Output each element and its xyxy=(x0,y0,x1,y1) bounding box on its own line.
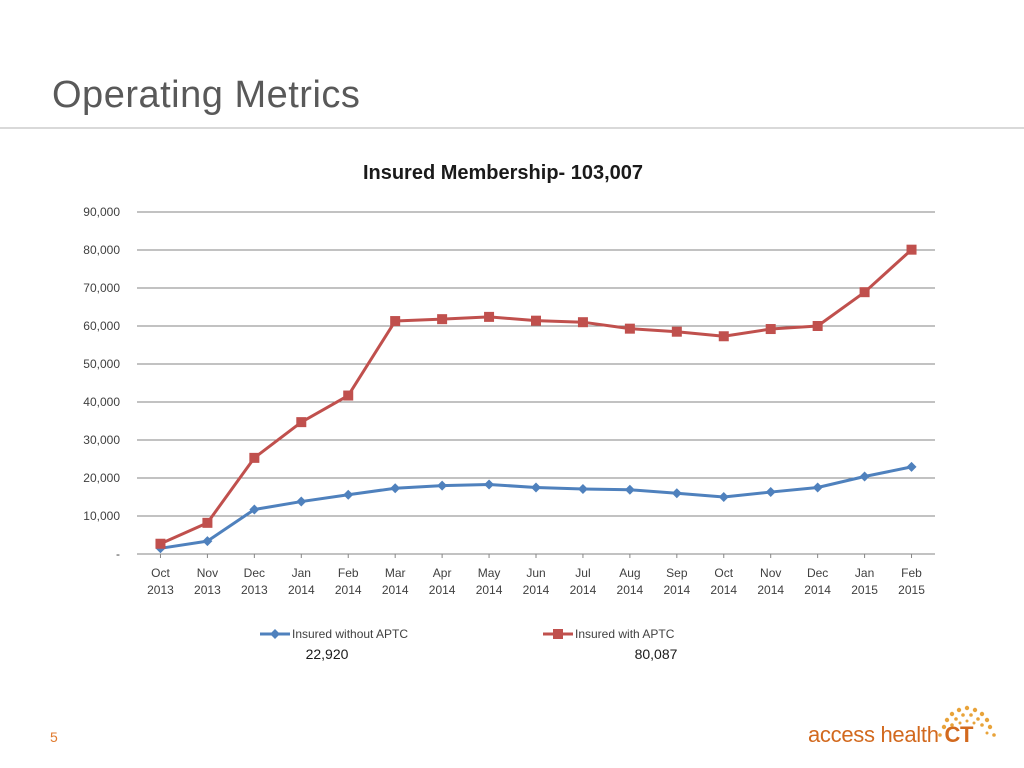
x-tick-label-year: 2014 xyxy=(570,583,597,597)
y-tick-label: - xyxy=(116,547,120,561)
x-tick-label-month: Mar xyxy=(385,566,406,580)
logo-text: access health CT xyxy=(808,722,973,748)
x-tick-label-year: 2014 xyxy=(710,583,737,597)
data-point-without-aptc xyxy=(249,504,260,515)
data-point-with-aptc xyxy=(343,390,354,401)
data-point-with-aptc xyxy=(812,321,823,331)
legend-total-with-aptc: 80,087 xyxy=(635,646,678,662)
data-point-without-aptc xyxy=(812,482,823,493)
x-tick-label-month: Aug xyxy=(619,566,640,580)
x-tick-label-month: Jan xyxy=(855,566,874,580)
data-point-with-aptc xyxy=(906,244,917,255)
series-line-without-aptc xyxy=(160,465,912,550)
x-tick-label-year: 2013 xyxy=(194,583,221,597)
x-tick-label-month: Oct xyxy=(714,566,733,580)
series-line-with-aptc xyxy=(159,248,913,546)
logo-text-main: access health xyxy=(808,722,945,747)
data-point-with-aptc xyxy=(155,538,166,549)
data-point-without-aptc xyxy=(390,483,401,494)
data-point-with-aptc xyxy=(249,452,260,463)
data-point-without-aptc xyxy=(859,471,870,482)
x-tick-label-year: 2014 xyxy=(523,583,550,597)
data-point-without-aptc xyxy=(624,484,635,495)
x-tick-label-year: 2013 xyxy=(241,583,268,597)
membership-line-chart: Insured Membership- 103,007 - 10,000 20,000… xyxy=(83,162,935,662)
y-tick-label: 70,000 xyxy=(83,281,120,295)
x-tick-label-month: Jul xyxy=(575,566,590,580)
chart-title: Insured Membership- 103,007 xyxy=(363,162,643,184)
x-tick-label-month: Dec xyxy=(244,566,265,580)
data-point-without-aptc xyxy=(202,536,213,547)
x-tick-label-month: Jun xyxy=(526,566,545,580)
data-point-with-aptc xyxy=(390,316,401,327)
sunburst-dots-icon xyxy=(938,705,996,737)
legend-label-without-aptc: Insured without APTC xyxy=(292,627,408,641)
page-number: 5 xyxy=(50,729,58,745)
y-tick-label: 60,000 xyxy=(83,319,120,333)
y-tick-label: 20,000 xyxy=(83,471,120,485)
x-tick-label-month: Feb xyxy=(901,566,922,580)
x-tick-label-year: 2015 xyxy=(851,583,878,597)
data-point-without-aptc xyxy=(906,461,917,472)
x-tick-label-year: 2014 xyxy=(804,583,831,597)
y-tick-label: 90,000 xyxy=(83,205,120,219)
data-point-with-aptc xyxy=(577,317,588,328)
data-point-with-aptc xyxy=(765,324,776,335)
x-tick-label-month: May xyxy=(478,566,501,580)
slide-title: Operating Metrics xyxy=(52,74,361,116)
y-tick-label: 10,000 xyxy=(83,509,120,523)
x-tick-label-year: 2014 xyxy=(757,583,784,597)
y-tick-label: 80,000 xyxy=(83,243,120,257)
data-point-with-aptc xyxy=(671,326,682,337)
data-point-with-aptc xyxy=(202,517,213,528)
x-tick-label-year: 2014 xyxy=(429,583,456,597)
data-point-without-aptc xyxy=(484,479,495,490)
data-point-without-aptc xyxy=(343,489,354,500)
logo-text-ct: CT xyxy=(944,722,974,747)
x-tick-label-year: 2014 xyxy=(288,583,315,597)
data-point-without-aptc xyxy=(531,482,541,493)
title-divider xyxy=(0,127,1024,129)
x-tick-label-month: Feb xyxy=(338,566,359,580)
data-point-without-aptc xyxy=(718,492,729,502)
legend-label-with-aptc: Insured with APTC xyxy=(575,627,675,641)
x-tick-label-month: Sep xyxy=(666,566,688,580)
data-point-with-aptc xyxy=(531,315,541,326)
x-tick-label-year: 2013 xyxy=(147,583,174,597)
data-point-without-aptc xyxy=(671,488,682,499)
data-point-with-aptc xyxy=(484,311,495,322)
data-point-without-aptc xyxy=(296,496,307,507)
x-tick-label-year: 2014 xyxy=(663,583,690,597)
data-point-with-aptc xyxy=(624,323,635,334)
x-tick-label-month: Apr xyxy=(433,566,452,580)
x-tick-label-year: 2014 xyxy=(335,583,362,597)
access-health-ct-logo: access health CT xyxy=(806,704,1002,750)
legend-marker-with-aptc xyxy=(553,629,563,639)
x-tick-label-month: Oct xyxy=(151,566,170,580)
x-tick-label-month: Nov xyxy=(197,566,218,580)
y-tick-label: 30,000 xyxy=(83,433,120,447)
x-tick-label-year: 2014 xyxy=(382,583,409,597)
data-point-without-aptc xyxy=(765,487,776,498)
x-tick-label-month: Jan xyxy=(292,566,311,580)
data-point-with-aptc xyxy=(437,314,448,325)
x-tick-label-month: Nov xyxy=(760,566,781,580)
legend-marker-without-aptc xyxy=(270,629,280,639)
data-point-with-aptc xyxy=(718,331,729,342)
x-tick-label-year: 2014 xyxy=(617,583,644,597)
x-tick-label-year: 2015 xyxy=(898,583,925,597)
x-tick-label-month: Dec xyxy=(807,566,828,580)
data-point-with-aptc xyxy=(859,287,870,298)
legend-total-without-aptc: 22,920 xyxy=(306,646,349,662)
y-tick-label: 50,000 xyxy=(83,357,120,371)
data-point-without-aptc xyxy=(437,480,448,491)
data-point-without-aptc xyxy=(577,484,588,495)
x-tick-label-year: 2014 xyxy=(476,583,503,597)
data-point-with-aptc xyxy=(296,417,307,428)
y-tick-label: 40,000 xyxy=(83,395,120,409)
